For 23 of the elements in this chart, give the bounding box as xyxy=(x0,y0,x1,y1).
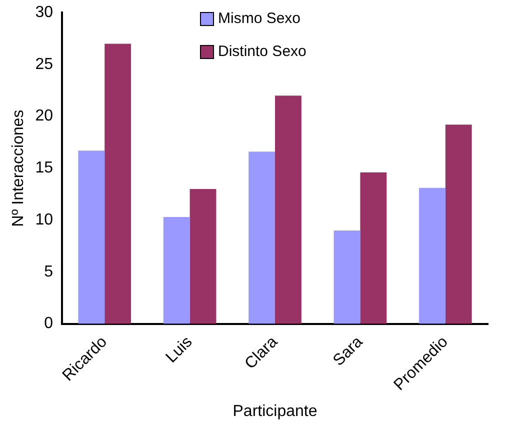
y-tick-label: 5 xyxy=(44,263,54,280)
legend-label: Distinto Sexo xyxy=(218,43,306,60)
y-axis-title: Nº Interacciones xyxy=(10,110,28,227)
y-tick-label: 15 xyxy=(35,160,54,177)
x-axis-title: Participante xyxy=(232,402,318,420)
bar xyxy=(104,44,132,324)
y-tick-label: 10 xyxy=(35,211,54,228)
bar xyxy=(163,216,190,324)
bar xyxy=(360,172,387,324)
y-tick-label: 25 xyxy=(35,56,54,73)
bar xyxy=(78,150,105,324)
y-tick-label: 30 xyxy=(35,4,54,22)
bar xyxy=(445,124,472,324)
x-tick-label: Luis xyxy=(162,334,196,366)
y-tick-label: 20 xyxy=(35,108,54,125)
y-tick-label: 0 xyxy=(44,315,54,332)
bar xyxy=(334,230,360,324)
bar xyxy=(275,96,302,324)
bar xyxy=(418,188,446,324)
bar xyxy=(190,188,216,324)
bar xyxy=(248,152,275,324)
x-tick-label: Sara xyxy=(330,333,366,370)
legend-label: Mismo Sexo xyxy=(218,10,301,27)
